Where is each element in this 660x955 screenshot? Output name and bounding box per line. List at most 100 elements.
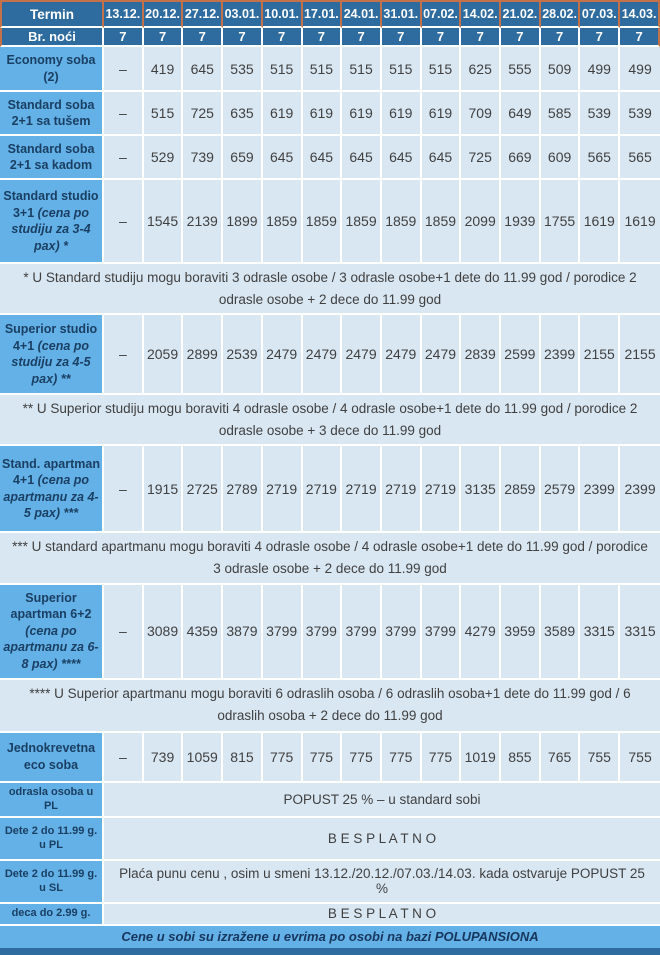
price-cell: 1545 — [143, 180, 184, 264]
price-cell: 2719 — [381, 446, 422, 534]
row-label: Dete 2 do 11.99 g. u PL — [0, 817, 104, 861]
note-cell: ** U Superior studiju mogu boraviti 4 od… — [0, 395, 660, 447]
price-cell: 1019 — [461, 732, 502, 783]
price-cell: 1915 — [143, 446, 184, 534]
row-label-text: Standard soba 2+1 sa kadom — [7, 141, 95, 173]
nights-value-cell: 7 — [381, 28, 422, 47]
nights-value-cell: 7 — [223, 28, 263, 47]
price-cell: 619 — [262, 92, 303, 136]
row-label: odrasla osoba u PL — [0, 782, 104, 818]
price-cell: 1755 — [540, 180, 581, 264]
price-cell: 2155 — [580, 315, 621, 396]
price-cell: 499 — [580, 47, 621, 92]
price-cell: 1859 — [381, 180, 422, 264]
price-cell: 2399 — [580, 446, 621, 534]
row-label-text: Economy soba (2) — [6, 53, 96, 84]
price-cell: – — [104, 136, 144, 180]
price-cell: 529 — [143, 136, 184, 180]
nights-value-cell: 7 — [580, 28, 621, 47]
condition-cell: POPUST 25 % – u standard sobi — [104, 782, 660, 818]
price-cell: 1619 — [580, 180, 621, 264]
table-row: Jednokrevetna eco soba –739 1059 815 775 775 7… — [0, 732, 660, 783]
price-cell: 2719 — [421, 446, 462, 534]
nights-value-cell: 7 — [461, 28, 502, 47]
table-row: *** U standard apartmanu mogu boraviti 4… — [0, 533, 660, 585]
table-row: deca do 2.99 g. B E S P L A T N O — [0, 903, 660, 926]
price-cell: 725 — [183, 92, 224, 136]
price-cell: 509 — [540, 47, 581, 92]
price-cell: 3799 — [302, 584, 343, 680]
price-cell: 2479 — [302, 315, 343, 396]
date-header-cell: 27.12. — [183, 0, 224, 28]
price-cell: 1859 — [262, 180, 303, 264]
price-cell: 755 — [580, 732, 621, 783]
row-label-italic: (cena po studiju za 3-4 pax) * — [11, 205, 91, 253]
price-cell: 1939 — [501, 180, 541, 264]
price-cell: 1859 — [342, 180, 382, 264]
price-cell: 645 — [262, 136, 303, 180]
price-cell: 4359 — [183, 584, 224, 680]
price-cell: – — [104, 47, 144, 92]
price-cell: 3799 — [421, 584, 462, 680]
price-cell: 645 — [342, 136, 382, 180]
price-cell: 755 — [620, 732, 660, 783]
row-label: Economy soba (2) — [0, 47, 104, 92]
price-cell: 645 — [302, 136, 343, 180]
nights-value-cell: 7 — [342, 28, 382, 47]
table-row: **** U Superior apartmanu mogu boraviti … — [0, 679, 660, 733]
price-cell: 3315 — [620, 584, 660, 680]
price-cell: 775 — [421, 732, 462, 783]
date-header-cell: 17.01. — [302, 0, 343, 28]
price-cell: 515 — [421, 47, 462, 92]
table-row: Standard soba 2+1 sa kadom –529 739 659 645 6… — [0, 136, 660, 180]
table-row: Superior apartman 6+2 (cena po apartmanu… — [0, 584, 660, 680]
nights-value-cell: 7 — [501, 28, 541, 47]
row-label: Standard soba 2+1 sa kadom — [0, 136, 104, 180]
header-row-nights: Br. noći 7 7 7 7 7 7 7 7 7 7 7 7 7 7 — [0, 28, 660, 47]
price-cell: 2479 — [262, 315, 303, 396]
date-header-cell: 14.03. — [620, 0, 660, 28]
price-cell: 3135 — [461, 446, 502, 534]
table-row: odrasla osoba u PL POPUST 25 % – u standa… — [0, 782, 660, 818]
table-row: Dete 2 do 11.99 g. u SL Plaća punu cenu ,… — [0, 860, 660, 904]
price-cell: 2479 — [421, 315, 462, 396]
price-cell: 855 — [501, 732, 541, 783]
row-label-text: Superior apartman 6+2 — [10, 590, 92, 622]
price-cell: 649 — [501, 92, 541, 136]
price-cell: – — [104, 446, 144, 534]
price-cell: 739 — [183, 136, 224, 180]
note-cell: **** U Superior apartmanu mogu boraviti … — [0, 679, 660, 733]
price-cell: 619 — [302, 92, 343, 136]
row-label: Standard studio 3+1 (cena po studiju za … — [0, 180, 104, 264]
note-cell: *** U standard apartmanu mogu boraviti 4… — [0, 533, 660, 585]
price-cell: 1059 — [183, 732, 224, 783]
price-cell: 709 — [461, 92, 502, 136]
footer-note-band: Cene u sobi su izražene u evrima po osob… — [0, 925, 660, 948]
row-label-text: Standard soba 2+1 sa tušem — [7, 97, 95, 129]
price-cell: 535 — [223, 47, 263, 92]
row-label: Jednokrevetna eco soba — [0, 732, 104, 783]
price-cell: 3589 — [540, 584, 581, 680]
price-cell: 2719 — [342, 446, 382, 534]
row-label-italic: (cena po apartmanu za 4-5 pax) *** — [3, 473, 99, 521]
price-cell: 2839 — [461, 315, 502, 396]
price-cell: 3959 — [501, 584, 541, 680]
price-cell: 2899 — [183, 315, 224, 396]
date-header-cell: 28.02. — [540, 0, 581, 28]
price-cell: 775 — [302, 732, 343, 783]
price-cell: 2399 — [620, 446, 660, 534]
row-label: deca do 2.99 g. — [0, 903, 104, 926]
price-cell: – — [104, 315, 144, 396]
table-row: Stand. apartman 4+1 (cena po apartmanu z… — [0, 446, 660, 534]
price-cell: 725 — [461, 136, 502, 180]
nights-header-cell: Br. noći — [0, 28, 104, 47]
price-cell: 3089 — [143, 584, 184, 680]
price-cell: – — [104, 732, 144, 783]
nights-value-cell: 7 — [143, 28, 184, 47]
price-cell: 645 — [381, 136, 422, 180]
date-header-cell: 10.01. — [262, 0, 303, 28]
row-label: Superior studio 4+1 (cena po studiju za … — [0, 315, 104, 396]
price-cell: 3799 — [381, 584, 422, 680]
price-cell: 1899 — [223, 180, 263, 264]
